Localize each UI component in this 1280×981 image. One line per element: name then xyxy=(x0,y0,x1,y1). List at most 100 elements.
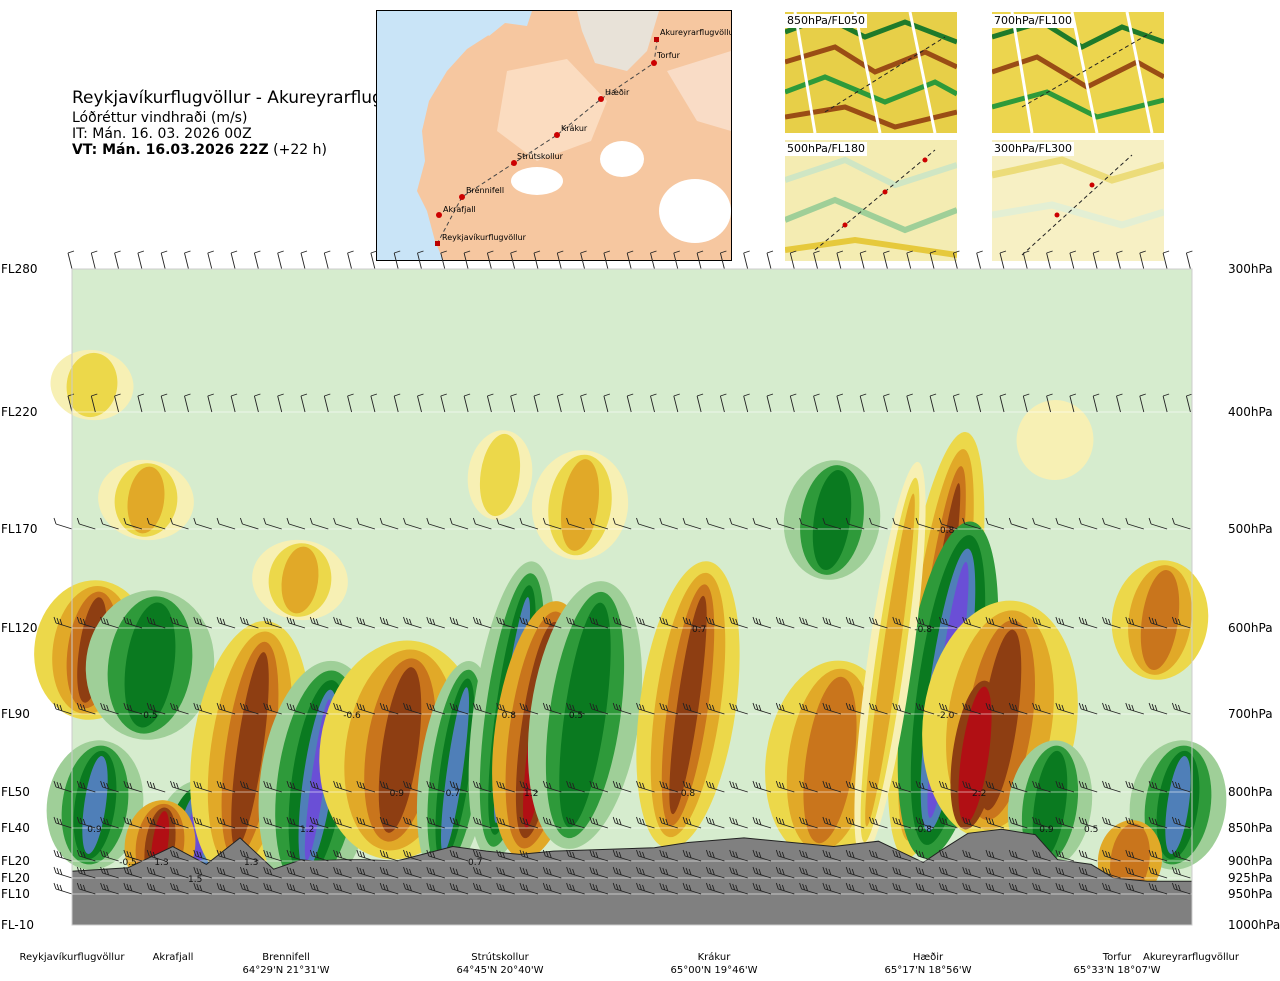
wind-barb-feather xyxy=(1055,849,1059,857)
wind-barb xyxy=(682,849,702,862)
left-axis-label: FL-10 xyxy=(1,918,34,932)
wind-barb-feather xyxy=(449,702,453,710)
wind-barb-feather xyxy=(627,250,634,254)
wind-barb-feather xyxy=(991,868,995,876)
wind-barb-feather xyxy=(965,883,969,891)
wind-barb-feather xyxy=(1128,617,1132,625)
wind-barb-feather xyxy=(962,866,966,874)
wind-barb xyxy=(673,250,680,270)
wind-barb-shaft xyxy=(952,395,958,413)
wind-barb xyxy=(216,517,236,530)
wind-barb xyxy=(1125,780,1144,793)
wind-barb-feather xyxy=(100,816,104,824)
thumbnail-850[interactable]: 850hPa/FL050 xyxy=(785,12,957,133)
wind-barb xyxy=(1022,250,1030,270)
wind-barb-shaft xyxy=(370,252,376,270)
wind-barb-feather xyxy=(146,882,150,890)
wind-barb-feather xyxy=(548,884,552,892)
wind-barb-feather xyxy=(682,849,686,857)
wind-barb xyxy=(379,849,399,862)
wind-barb xyxy=(1046,393,1053,413)
wind-barb xyxy=(449,780,469,793)
plume-26-layer-3 xyxy=(1165,756,1191,854)
wind-barb-feather xyxy=(1125,882,1129,890)
wind-barb-feather xyxy=(152,818,156,826)
wind-barb xyxy=(1008,780,1028,793)
wind-barb xyxy=(682,780,702,793)
wind-barb-feather xyxy=(845,816,849,824)
wind-barb-feather xyxy=(53,517,57,525)
thumbnail-500[interactable]: 500hPa/FL180 xyxy=(785,140,957,261)
wind-barb-feather xyxy=(848,781,852,789)
wind-barb-feather xyxy=(123,702,127,710)
wind-barb-feather xyxy=(170,780,173,788)
wind-barb-feather xyxy=(580,393,587,397)
wind-barb-feather xyxy=(662,883,666,891)
wind-barb xyxy=(962,702,981,715)
left-axis-label: FL10 xyxy=(1,887,30,901)
thumbnail-700[interactable]: 700hPa/FL100 xyxy=(992,12,1164,133)
wind-barb-feather xyxy=(475,817,479,825)
wind-barb-feather xyxy=(239,517,243,525)
wind-barb-feather xyxy=(921,868,925,876)
wind-barb-feather xyxy=(828,851,832,859)
wind-barb-shaft xyxy=(696,252,702,270)
wind-barb-feather xyxy=(968,704,972,712)
location-name: Akrafjall xyxy=(153,952,194,963)
wind-barb-feather xyxy=(965,850,969,858)
wind-barb xyxy=(650,393,657,413)
wind-barb xyxy=(962,517,981,530)
wind-barb-feather xyxy=(1078,816,1082,824)
wind-barb-feather xyxy=(929,250,937,254)
wind-barb-feather xyxy=(161,393,168,397)
wind-barb xyxy=(426,517,445,530)
wind-barb-feather xyxy=(1011,883,1015,891)
wind-barb-feather xyxy=(589,849,593,857)
wind-barb-feather xyxy=(805,868,809,876)
wind-barb-feather xyxy=(542,882,546,890)
wind-barb xyxy=(216,702,236,715)
wind-barb-feather xyxy=(499,867,503,875)
wind-barb xyxy=(892,849,911,862)
wind-barb-feather xyxy=(59,782,63,790)
wind-barb-feather xyxy=(542,517,546,525)
wind-barb-feather xyxy=(452,817,456,825)
wind-barb xyxy=(542,780,562,793)
wind-barb-feather xyxy=(519,517,523,525)
wind-barb-feather xyxy=(848,883,852,891)
wind-barb xyxy=(286,702,306,715)
wind-barb xyxy=(263,866,282,879)
wind-barb-feather xyxy=(1131,618,1135,626)
wind-barb-feather xyxy=(1058,617,1062,625)
wind-barb-feather xyxy=(309,816,313,824)
wind-barb-shaft xyxy=(883,252,888,270)
wind-barb-feather xyxy=(239,849,243,857)
wind-barb xyxy=(463,250,471,270)
wind-barb-feather xyxy=(199,704,203,712)
wind-barb-feather xyxy=(129,868,133,876)
wind-barb xyxy=(1102,702,1121,715)
wind-barb-feather xyxy=(242,703,246,711)
wind-barb xyxy=(659,517,678,530)
wind-barb-feather xyxy=(230,393,238,397)
wind-barb xyxy=(1032,816,1051,829)
contour-label: 0.8 xyxy=(681,789,696,799)
thumbnail-300[interactable]: 300hPa/FL300 xyxy=(992,140,1164,261)
wind-barb-feather xyxy=(266,883,270,891)
wind-barb-feather xyxy=(137,393,145,397)
wind-barb xyxy=(403,702,422,715)
wind-barb-feather xyxy=(336,617,340,625)
wind-barb-feather xyxy=(522,703,526,711)
wind-barb-feather xyxy=(289,883,293,891)
wind-barb-feather xyxy=(106,618,110,626)
wind-barb-feather xyxy=(612,616,616,624)
wind-barb xyxy=(938,616,958,629)
wind-barb-feather xyxy=(176,782,179,790)
wind-barb-feather xyxy=(292,618,296,626)
wind-barb-feather xyxy=(426,882,430,890)
wind-barb xyxy=(799,849,818,862)
wind-barb-feather xyxy=(545,817,549,825)
wind-barb-shaft xyxy=(976,252,982,270)
wind-barb-feather xyxy=(292,818,296,826)
wind-barb xyxy=(799,816,818,829)
